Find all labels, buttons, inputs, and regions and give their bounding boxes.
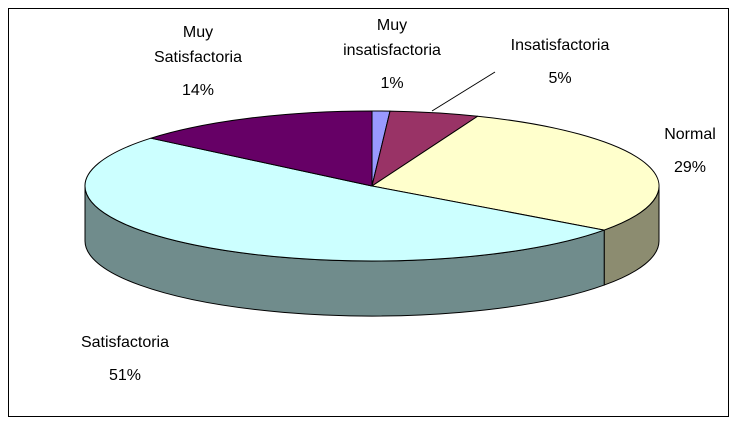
value-label: 5% xyxy=(548,70,571,87)
value-label: 51% xyxy=(109,367,141,384)
value-label: 1% xyxy=(380,75,403,92)
category-label: Insatisfactoria xyxy=(511,37,610,54)
category-label: Satisfactoria xyxy=(81,334,169,351)
value-label: 29% xyxy=(674,159,706,176)
slice xyxy=(371,115,660,231)
leader-line xyxy=(431,71,496,112)
slice xyxy=(84,137,605,262)
category-label: Muy insatisfactoria xyxy=(343,17,441,59)
category-label: Normal xyxy=(664,126,716,143)
category-label: Muy Satisfactoria xyxy=(154,24,242,66)
value-label: 14% xyxy=(182,82,214,99)
slice xyxy=(150,110,373,187)
